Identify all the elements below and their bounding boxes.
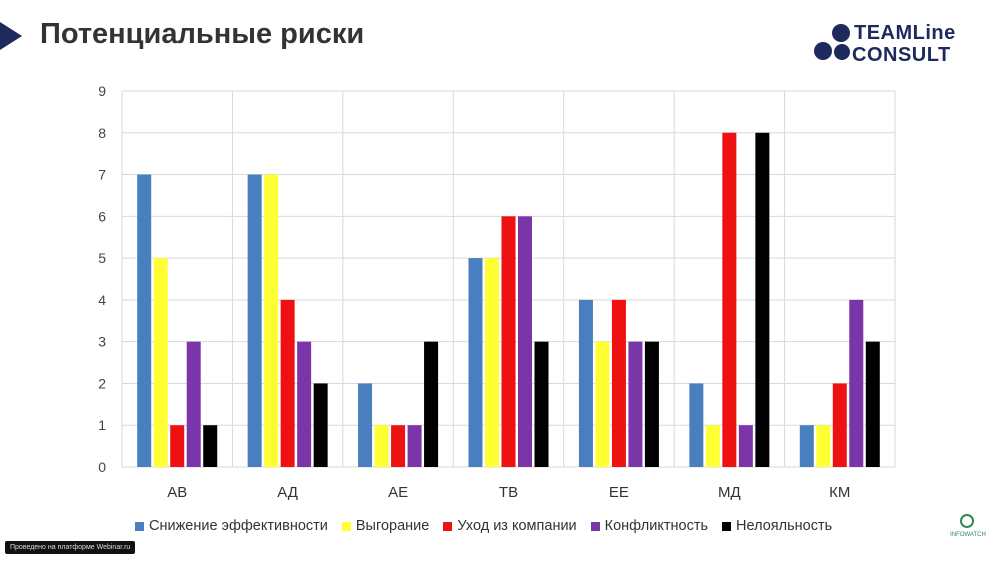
bar-2 [485, 258, 499, 467]
infowatch-logo-text: INFOWATCH [950, 532, 986, 538]
logo-dot-icon [834, 44, 850, 60]
bar-1 [799, 425, 814, 467]
x-tick-label: АД [277, 484, 298, 501]
x-tick-label: ЕЕ [609, 484, 629, 501]
y-tick-label: 3 [98, 334, 106, 350]
legend-label: Уход из компании [457, 518, 577, 534]
bar-3 [170, 425, 185, 467]
bar-5 [534, 341, 549, 467]
bar-3 [280, 299, 295, 467]
bar-4 [738, 425, 753, 467]
logo-text-line2: CONSULT [852, 44, 951, 66]
legend-label: Снижение эффективности [149, 518, 328, 534]
y-tick-label: 0 [98, 459, 106, 475]
legend-swatch [341, 521, 351, 531]
logo-circle-icon [960, 514, 974, 528]
y-tick-label: 9 [98, 83, 106, 99]
x-tick-label: КМ [829, 484, 850, 501]
bar-3 [722, 132, 737, 467]
legend-item: Выгорание [341, 518, 430, 534]
x-tick-label: АВ [167, 484, 187, 501]
bar-4 [849, 299, 864, 467]
bar-5 [644, 341, 659, 467]
bar-1 [247, 174, 262, 468]
bar-3 [832, 383, 847, 467]
y-tick-label: 5 [98, 250, 106, 266]
y-tick-label: 4 [98, 292, 106, 308]
bar-4 [297, 341, 312, 467]
logo-dot-icon [832, 24, 850, 42]
bar-5 [424, 341, 439, 467]
legend-swatch [135, 521, 144, 531]
legend-item: Уход из компании [443, 518, 577, 534]
page-title: Потенциальные риски [40, 18, 365, 50]
legend-label: Нелояльность [736, 518, 833, 534]
legend-item: Конфликтность [590, 518, 709, 534]
bar-2 [374, 425, 389, 467]
infowatch-logo: INFOWATCH [948, 512, 988, 552]
bar-4 [518, 216, 532, 467]
y-tick-label: 1 [98, 417, 106, 433]
legend-item: Нелояльность [722, 518, 832, 534]
logo-dot-icon [814, 42, 832, 60]
bar-2 [816, 425, 831, 467]
legend-swatch [722, 521, 732, 531]
y-tick-label: 8 [98, 125, 106, 141]
bar-1 [137, 174, 152, 468]
legend-label: Конфликтность [604, 518, 709, 534]
bar-1 [358, 383, 373, 467]
bar-2 [153, 258, 168, 467]
bar-4 [628, 341, 643, 467]
bar-5 [755, 132, 770, 467]
x-tick-label: ТВ [499, 484, 518, 501]
platform-note: Проведено на платформе Webinar.ru [5, 541, 136, 554]
bar-3 [501, 216, 516, 467]
bar-4 [186, 341, 201, 467]
chart-legend: Снижение эффективности Выгорание Уход из к… [135, 518, 832, 534]
logo-text-line1: TEAMLine [854, 22, 956, 44]
y-tick-label: 2 [98, 375, 106, 391]
bar-2 [264, 174, 279, 468]
legend-swatch [590, 521, 600, 531]
company-logo: TEAMLine CONSULT [814, 20, 974, 70]
legend-item: Снижение эффективности [135, 518, 328, 534]
bar-1 [689, 383, 704, 467]
bar-4 [407, 425, 422, 467]
bar-5 [313, 383, 328, 467]
corner-arrow-icon [0, 22, 22, 50]
legend-swatch [443, 521, 453, 531]
x-tick-label: МД [718, 484, 741, 501]
bar-2 [595, 341, 610, 467]
bar-5 [203, 425, 218, 467]
bar-1 [468, 258, 483, 467]
y-tick-label: 6 [98, 208, 106, 224]
legend-label: Выгорание [355, 518, 430, 534]
bar-2 [705, 425, 720, 467]
bar-1 [578, 299, 593, 467]
x-tick-label: АЕ [388, 484, 408, 501]
bar-3 [611, 299, 626, 467]
bar-3 [391, 425, 406, 467]
y-tick-label: 7 [98, 167, 106, 183]
bar-5 [865, 341, 880, 467]
